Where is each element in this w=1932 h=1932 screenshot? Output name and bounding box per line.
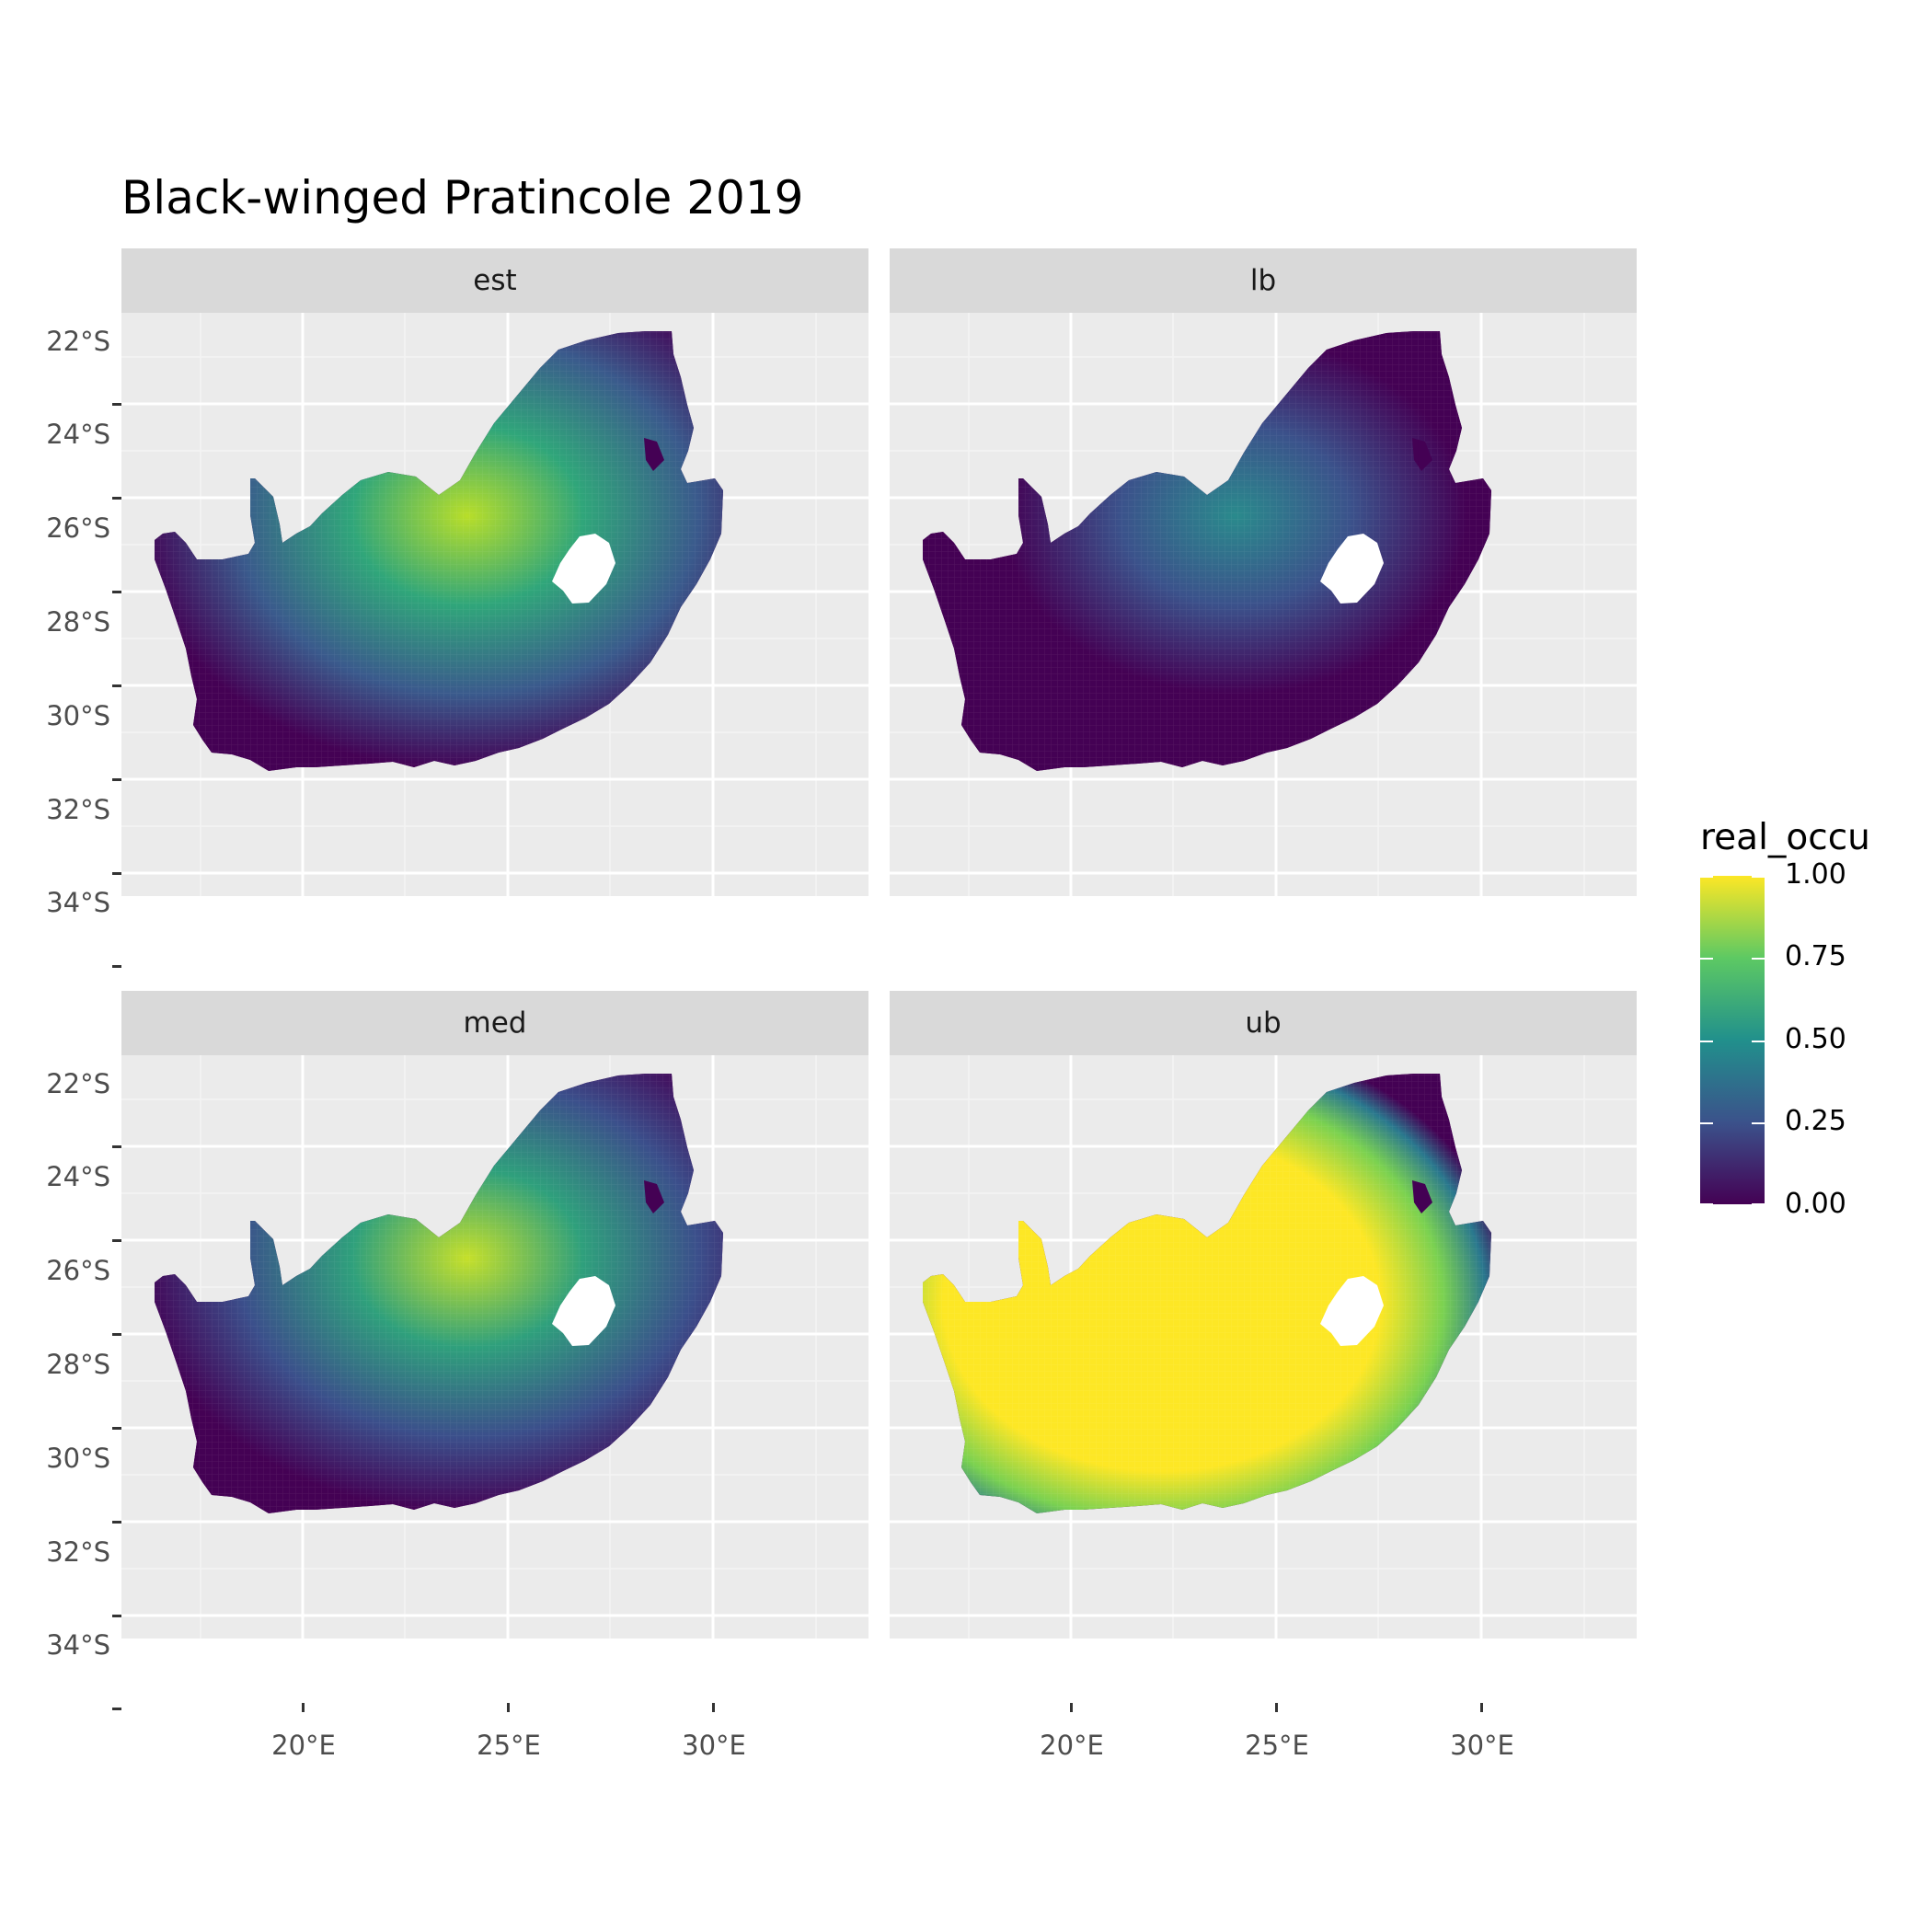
legend-title: real_occu <box>1700 817 1870 858</box>
raster-cells <box>923 331 1491 771</box>
facet-label-med: med <box>463 1006 527 1040</box>
legend-label: 0.25 <box>1785 1105 1846 1137</box>
axis-tick <box>112 965 121 968</box>
facet-label-lb: lb <box>1249 264 1277 297</box>
legend-tick <box>1752 1122 1765 1124</box>
axis-tick <box>712 1703 715 1712</box>
axis-tick <box>112 684 121 687</box>
y-tick-label: 22°S <box>46 1068 110 1099</box>
x-tick-label: 30°E <box>1450 1730 1514 1761</box>
raster-cells <box>155 1074 723 1513</box>
axis-tick <box>112 1333 121 1336</box>
axis-tick <box>302 1703 305 1712</box>
y-tick-label: 34°S <box>46 1629 110 1661</box>
x-tick-label: 25°E <box>477 1730 541 1761</box>
legend-label: 0.00 <box>1785 1188 1846 1220</box>
eswatini-region <box>644 1180 664 1213</box>
axis-tick <box>112 497 121 500</box>
axis-tick <box>1275 1703 1278 1712</box>
legend-label: 1.00 <box>1785 858 1846 891</box>
x-tick-label: 25°E <box>1245 1730 1309 1761</box>
axis-tick <box>1480 1703 1483 1712</box>
facet-panel-ub: ub <box>890 991 1637 1639</box>
facet-panel-lb: lb <box>890 248 1637 896</box>
facet-strip-lb: lb <box>890 248 1637 313</box>
y-tick-label: 30°S <box>46 700 110 731</box>
axis-tick <box>507 1703 510 1712</box>
y-tick-label: 28°S <box>46 606 110 638</box>
legend-tick <box>1752 876 1765 878</box>
facet-strip-est: est <box>121 248 868 313</box>
y-tick-label: 34°S <box>46 887 110 918</box>
y-tick-label: 22°S <box>46 326 110 357</box>
lesotho-gap <box>1320 534 1384 604</box>
y-tick-label: 24°S <box>46 1161 110 1192</box>
axis-tick <box>112 403 121 406</box>
lesotho-gap <box>552 1276 615 1346</box>
eswatini-region <box>1412 1180 1432 1213</box>
legend-tick <box>1700 876 1713 878</box>
axis-tick <box>112 1239 121 1242</box>
y-tick-label: 24°S <box>46 419 110 450</box>
plot-title: Black-winged Pratincole 2019 <box>121 171 804 224</box>
y-tick-label: 26°S <box>46 1255 110 1286</box>
axis-tick <box>112 1145 121 1148</box>
y-tick-label: 26°S <box>46 512 110 544</box>
lesotho-gap <box>1320 1276 1384 1346</box>
facet-panel-med: med <box>121 991 868 1639</box>
facet-strip-med: med <box>121 991 868 1055</box>
legend-tick <box>1700 1122 1713 1124</box>
axis-tick <box>112 872 121 875</box>
axis-tick <box>112 1427 121 1430</box>
eswatini-region <box>644 438 664 471</box>
x-tick-label: 20°E <box>1040 1730 1104 1761</box>
raster-cells <box>155 331 723 771</box>
map-plot-med <box>121 1055 868 1639</box>
legend-colorbar <box>1700 876 1765 1204</box>
raster-cells <box>923 1074 1491 1513</box>
y-tick-label: 28°S <box>46 1349 110 1380</box>
axis-tick <box>112 778 121 781</box>
x-tick-label: 20°E <box>271 1730 336 1761</box>
legend-tick <box>1700 1041 1713 1042</box>
axis-tick <box>112 1615 121 1617</box>
axis-tick <box>1070 1703 1073 1712</box>
facet-strip-ub: ub <box>890 991 1637 1055</box>
axis-tick <box>112 1708 121 1710</box>
axis-tick <box>112 1521 121 1524</box>
y-tick-label: 32°S <box>46 794 110 825</box>
legend-tick <box>1752 1041 1765 1042</box>
map-plot-est <box>121 313 868 896</box>
y-tick-label: 32°S <box>46 1536 110 1568</box>
eswatini-region <box>1412 438 1432 471</box>
legend-tick <box>1752 1203 1765 1205</box>
lesotho-gap <box>552 534 615 604</box>
map-plot-lb <box>890 313 1637 896</box>
legend-tick <box>1700 958 1713 960</box>
legend-label: 0.75 <box>1785 940 1846 972</box>
facet-label-est: est <box>473 264 517 297</box>
facet-panel-est: est <box>121 248 868 896</box>
map-plot-ub <box>890 1055 1637 1639</box>
legend-tick <box>1752 958 1765 960</box>
y-tick-label: 30°S <box>46 1443 110 1474</box>
legend-tick <box>1700 1203 1713 1205</box>
facet-label-ub: ub <box>1245 1006 1282 1040</box>
x-tick-label: 30°E <box>682 1730 746 1761</box>
axis-tick <box>112 591 121 593</box>
legend-label: 0.50 <box>1785 1023 1846 1055</box>
